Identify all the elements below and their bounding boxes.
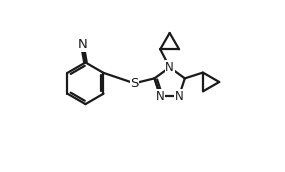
Text: N: N [165, 61, 174, 74]
Text: N: N [175, 90, 184, 103]
Text: S: S [130, 77, 139, 90]
Text: N: N [156, 90, 165, 103]
Text: N: N [78, 38, 87, 51]
